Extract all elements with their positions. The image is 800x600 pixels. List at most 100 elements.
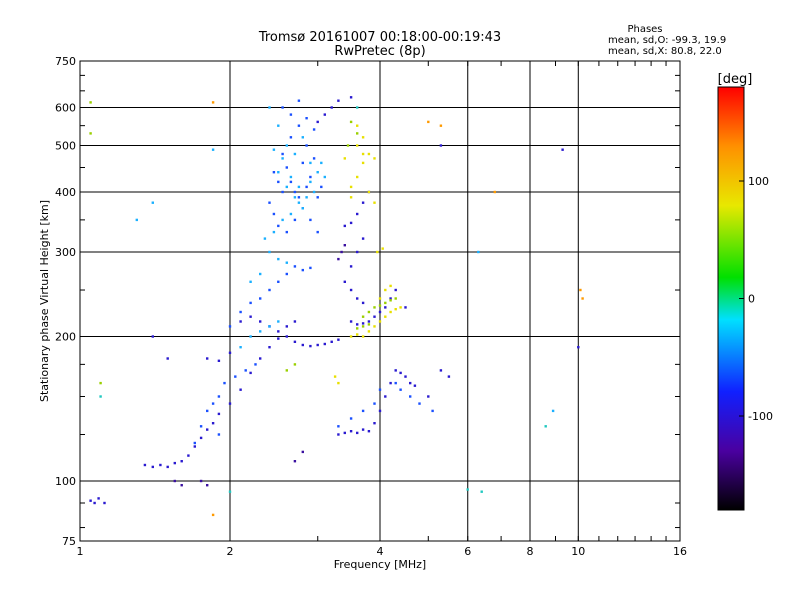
data-point — [301, 343, 304, 347]
data-point — [289, 175, 293, 179]
data-point — [373, 315, 376, 318]
data-point — [305, 185, 308, 189]
data-point — [361, 322, 365, 325]
data-point — [337, 338, 340, 341]
data-point — [199, 425, 203, 428]
data-point — [439, 369, 443, 372]
data-point — [349, 196, 353, 199]
data-point — [268, 106, 271, 109]
data-point — [409, 381, 412, 385]
data-point — [268, 325, 271, 328]
data-point — [89, 132, 92, 135]
data-point — [193, 445, 196, 448]
data-point — [394, 308, 397, 311]
data-point — [343, 157, 346, 160]
data-point — [361, 335, 365, 338]
data-point — [173, 461, 176, 465]
data-point — [289, 180, 293, 184]
colorbar-ticks: 100 0 -100 — [739, 175, 773, 423]
data-point — [373, 422, 376, 425]
data-point — [356, 124, 359, 127]
data-point — [281, 152, 284, 156]
data-point — [337, 257, 340, 261]
data-point — [293, 218, 297, 222]
data-point — [316, 120, 319, 124]
data-point — [349, 185, 353, 189]
data-point — [427, 120, 430, 124]
data-point — [356, 333, 359, 336]
data-point — [277, 320, 280, 323]
data-point — [293, 363, 297, 366]
data-point — [217, 433, 221, 436]
data-point — [378, 409, 382, 413]
data-point — [305, 196, 308, 199]
data-point — [301, 136, 304, 139]
data-point — [166, 357, 169, 360]
data-point — [99, 395, 102, 398]
data-point — [340, 250, 343, 254]
data-point — [97, 497, 100, 500]
data-point — [305, 117, 308, 120]
data-point — [217, 359, 221, 362]
data-point — [316, 171, 319, 174]
data-point — [312, 128, 316, 131]
data-point — [373, 201, 376, 204]
data-point — [297, 185, 301, 189]
data-point — [272, 212, 276, 216]
x-axis-label: Frequency [MHz] — [334, 558, 426, 571]
data-point — [312, 157, 316, 160]
data-point — [277, 124, 280, 127]
data-point — [239, 320, 242, 323]
colorbar-label: [deg] — [718, 72, 753, 87]
data-point — [249, 371, 252, 375]
data-point — [268, 201, 271, 204]
data-point — [285, 230, 288, 234]
data-point — [228, 402, 232, 405]
data-point — [285, 272, 288, 276]
data-point — [447, 375, 451, 378]
data-point — [378, 388, 382, 391]
data-point — [356, 297, 359, 300]
data-point — [309, 161, 312, 165]
data-point — [367, 190, 371, 194]
data-point — [277, 257, 280, 261]
data-point — [244, 369, 247, 372]
data-point — [361, 152, 365, 156]
data-point — [343, 224, 346, 228]
colorbar-tick-label: 0 — [748, 293, 755, 306]
data-point — [259, 320, 262, 323]
data-point — [320, 185, 323, 189]
scatter-points — [89, 96, 584, 517]
data-point — [281, 218, 284, 222]
data-point — [361, 325, 365, 328]
data-point — [373, 402, 376, 405]
data-point — [249, 280, 252, 283]
colorbar-tick-label: 100 — [748, 175, 769, 188]
data-point — [378, 310, 382, 314]
data-point — [356, 106, 359, 109]
data-point — [211, 101, 215, 104]
data-point — [289, 212, 293, 216]
data-point — [330, 106, 333, 109]
data-point — [367, 330, 371, 333]
data-point — [151, 201, 154, 204]
data-point — [293, 265, 297, 268]
data-point — [277, 330, 280, 333]
data-point — [151, 465, 154, 469]
data-point — [346, 144, 350, 147]
data-point — [378, 297, 382, 300]
data-point — [193, 441, 196, 445]
data-point — [223, 381, 226, 385]
data-point — [151, 335, 154, 338]
data-point — [320, 161, 323, 165]
data-point — [384, 288, 387, 292]
data-point — [427, 395, 430, 398]
data-point — [378, 320, 382, 323]
data-point — [367, 320, 371, 323]
data-point — [211, 422, 215, 425]
data-point — [493, 190, 496, 194]
data-point — [323, 113, 326, 116]
data-point — [337, 433, 340, 436]
data-point — [285, 166, 288, 169]
data-point — [234, 375, 237, 378]
